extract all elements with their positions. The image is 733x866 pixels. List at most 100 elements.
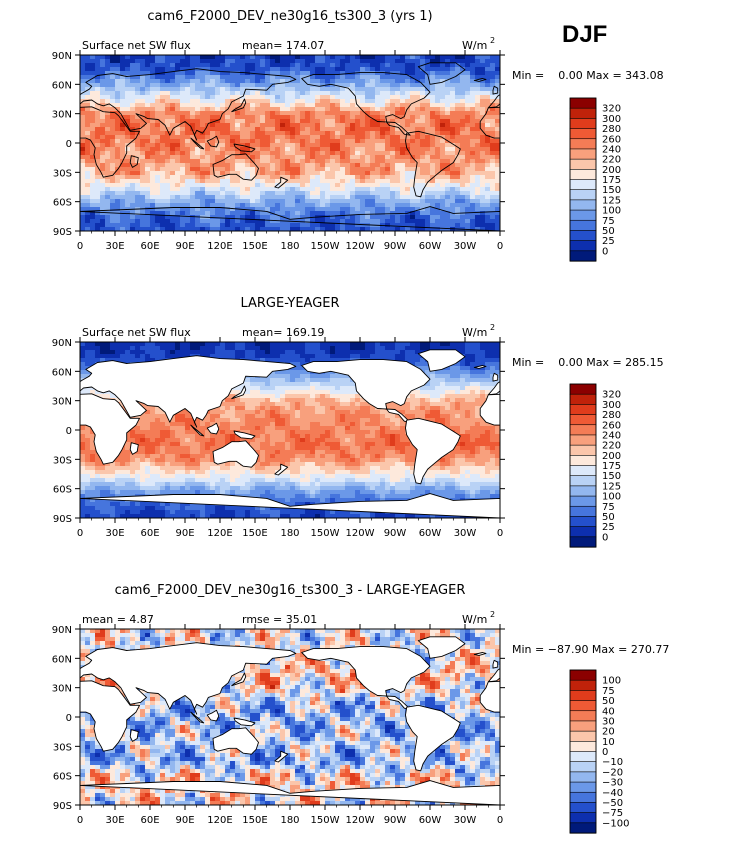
y-tick-label: 30S	[53, 742, 72, 753]
legend-frame	[569, 97, 597, 262]
legend-swatch	[569, 219, 597, 232]
legend-level-label: 150	[602, 185, 621, 196]
x-tick-label: 30W	[454, 241, 477, 252]
legend-swatch	[569, 383, 597, 395]
x-tick-label: 60W	[419, 815, 442, 826]
coastline-south-america	[405, 417, 461, 485]
legend-level-label: 50	[602, 512, 615, 523]
legend-swatch	[569, 741, 597, 753]
legend-level-label: 0	[602, 532, 608, 543]
x-tick-label: 0	[77, 815, 83, 826]
coastline-australia	[212, 153, 259, 181]
coastline-south-america	[405, 130, 461, 198]
legend-level-label: 100	[602, 206, 621, 217]
coastline-antarctica	[80, 493, 500, 518]
x-tick-label: 180	[280, 815, 299, 826]
coastline-africa	[479, 680, 500, 713]
legend-swatch	[569, 791, 597, 804]
panel-title: cam6_F2000_DEV_ne30g16_ts300_3 (yrs 1)	[147, 9, 432, 24]
y-tick-label: 30N	[52, 397, 72, 408]
legend-swatch	[569, 771, 597, 783]
coastline-new-zealand	[274, 176, 289, 189]
panel-left-label: Surface net SW flux	[82, 326, 191, 339]
y-tick-label: 0	[66, 713, 72, 724]
coastline-greenland	[417, 62, 466, 85]
legend-level-label: −20	[602, 767, 623, 778]
coastline-eurasia	[80, 68, 297, 141]
x-tick-label: 150W	[311, 528, 340, 539]
panel-units-superscript: 2	[490, 610, 495, 619]
legend-swatch	[569, 822, 597, 834]
min-max-label: Min = 0.00 Max = 343.08	[512, 69, 664, 82]
x-tick-label: 0	[497, 528, 503, 539]
panel-center-label: mean= 169.19	[242, 326, 324, 339]
coastline-iceland	[473, 365, 487, 369]
legend-swatch	[569, 393, 597, 405]
legend-swatch	[569, 669, 597, 681]
legend-swatch	[569, 148, 597, 160]
coastline-sumatra	[190, 424, 205, 437]
continents	[80, 349, 500, 518]
legend-level-label: 240	[602, 430, 621, 441]
legend-swatch	[569, 138, 597, 150]
legend-swatch	[569, 751, 597, 763]
coastline-japan	[231, 98, 247, 113]
legend-swatch	[569, 485, 597, 497]
x-tick-label: 30W	[454, 815, 477, 826]
panel-center-label: rmse = 35.01	[242, 613, 317, 626]
y-tick-label: 0	[66, 139, 72, 150]
season-label: DJF	[562, 21, 607, 48]
legend-level-label: −40	[602, 788, 623, 799]
map-panel-2: LARGE-YEAGER Surface net SW flux mean= 169…	[52, 296, 664, 548]
legend-level-label: 240	[602, 144, 621, 155]
legend-swatch	[569, 536, 597, 548]
x-tick-label: 180	[280, 241, 299, 252]
coastline-north-america	[301, 72, 431, 136]
legend-level-label: 320	[602, 390, 621, 401]
legend-swatch	[569, 199, 597, 211]
x-tick-label: 90W	[384, 815, 407, 826]
y-tick-label: 90N	[52, 625, 72, 636]
legend-level-label: 50	[602, 696, 615, 707]
panel-title: LARGE-YEAGER	[240, 296, 339, 311]
coastline-africa	[80, 106, 140, 178]
legend-level-label: 20	[602, 727, 615, 738]
coastline-madagascar	[129, 155, 139, 168]
coastline-new-guinea	[233, 430, 256, 440]
y-tick-label: 60N	[52, 367, 72, 378]
x-tick-label: 90W	[384, 241, 407, 252]
panel-units: W/m	[462, 326, 487, 339]
legend-swatch	[569, 516, 597, 528]
legend-level-label: 175	[602, 461, 621, 472]
legend-swatch	[569, 761, 597, 773]
y-tick-label: 90S	[53, 227, 72, 238]
coastline-greenland	[417, 349, 466, 372]
legend-level-label: 100	[602, 676, 621, 687]
panel-left-label: Surface net SW flux	[82, 39, 191, 52]
legend-swatch	[569, 128, 597, 140]
coastline-sumatra	[190, 711, 205, 724]
legend-level-label: 200	[602, 165, 621, 176]
legend-level-label: 280	[602, 410, 621, 421]
coastline-africa	[80, 393, 140, 465]
coastline-borneo	[206, 422, 220, 435]
legend-level-label: 300	[602, 400, 621, 411]
legend-swatch	[569, 209, 597, 221]
legend-swatch	[569, 97, 597, 109]
y-tick-label: 90N	[52, 51, 72, 62]
coastline-australia	[212, 440, 259, 468]
coastline-eurasia	[80, 642, 297, 715]
coastline-africa	[479, 393, 500, 426]
legend-swatch	[569, 475, 597, 487]
y-tick-label: 30N	[52, 684, 72, 695]
coastline-borneo	[206, 709, 220, 722]
legend-level-label: 280	[602, 124, 621, 135]
x-tick-label: 150W	[311, 241, 340, 252]
legend-level-label: 220	[602, 441, 621, 452]
x-tick-label: 120E	[207, 815, 232, 826]
y-tick-label: 60N	[52, 80, 72, 91]
coastline-eurasia	[487, 668, 500, 683]
coastline-north-america	[301, 359, 431, 423]
